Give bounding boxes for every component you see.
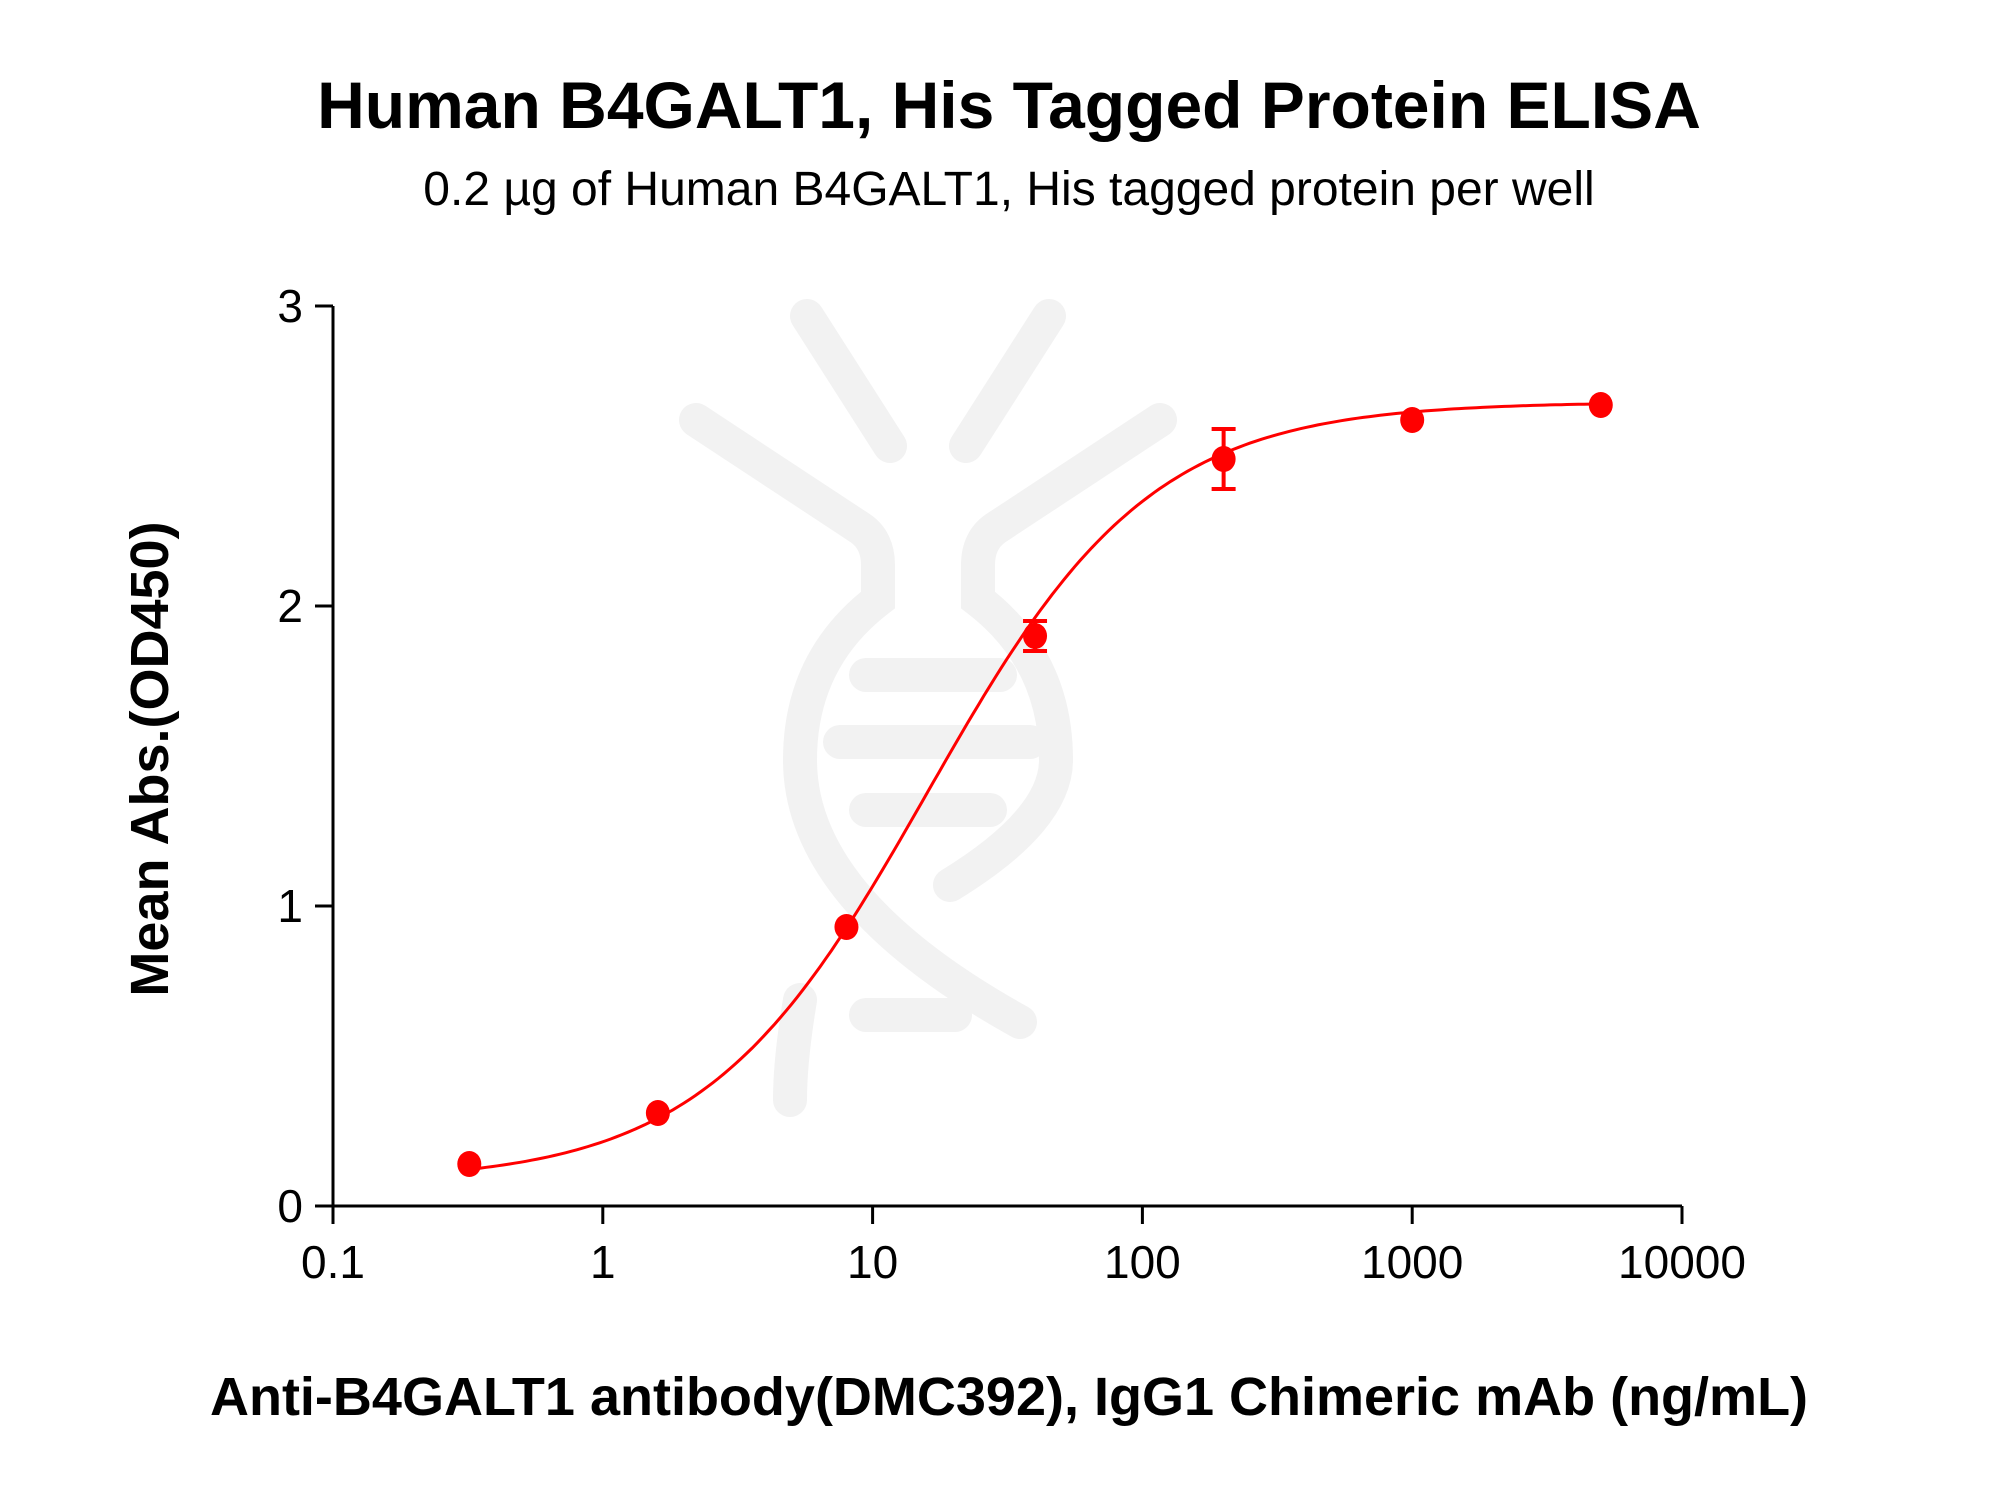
y-tick-label: 2 <box>277 580 303 632</box>
data-point <box>1211 446 1236 472</box>
y-tick-label: 0 <box>277 1180 303 1232</box>
chart-subtitle: 0.2 µg of Human B4GALT1, His tagged prot… <box>423 163 1594 216</box>
x-tick-label: 100 <box>1104 1236 1181 1288</box>
x-axis-label: Anti-B4GALT1 antibody(DMC392), IgG1 Chim… <box>210 1367 1808 1427</box>
data-point <box>834 914 859 940</box>
chart-title: Human B4GALT1, His Tagged Protein ELISA <box>317 68 1701 142</box>
data-point <box>1588 392 1613 418</box>
y-tick-label: 1 <box>277 880 303 932</box>
data-point <box>1023 623 1048 649</box>
watermark-logo <box>679 299 1177 1117</box>
axes <box>315 304 1684 1224</box>
tick-labels: 0 1 2 3 0.1 1 10 100 1000 10000 <box>277 280 1746 1288</box>
x-tick-label: 0.1 <box>301 1236 365 1288</box>
y-tick-label: 3 <box>277 280 303 332</box>
data-point <box>457 1151 482 1177</box>
x-tick-label: 10 <box>847 1236 898 1288</box>
x-tick-label: 1000 <box>1361 1236 1463 1288</box>
data-point <box>1400 407 1425 433</box>
data-point <box>645 1100 670 1126</box>
plot-area <box>457 392 1613 1177</box>
x-tick-label: 10000 <box>1618 1236 1746 1288</box>
y-axis-label: Mean Abs.(OD450) <box>120 521 180 996</box>
x-tick-label: 1 <box>590 1236 616 1288</box>
